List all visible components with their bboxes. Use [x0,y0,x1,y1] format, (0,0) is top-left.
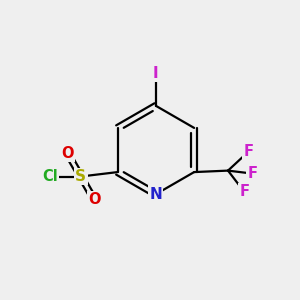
Text: O: O [61,146,74,161]
Text: Cl: Cl [42,169,58,184]
Text: F: F [247,166,257,181]
Text: I: I [153,66,159,81]
Text: N: N [149,187,162,202]
Text: O: O [88,192,100,207]
Text: F: F [239,184,249,199]
Text: S: S [75,169,86,184]
Text: F: F [244,144,254,159]
